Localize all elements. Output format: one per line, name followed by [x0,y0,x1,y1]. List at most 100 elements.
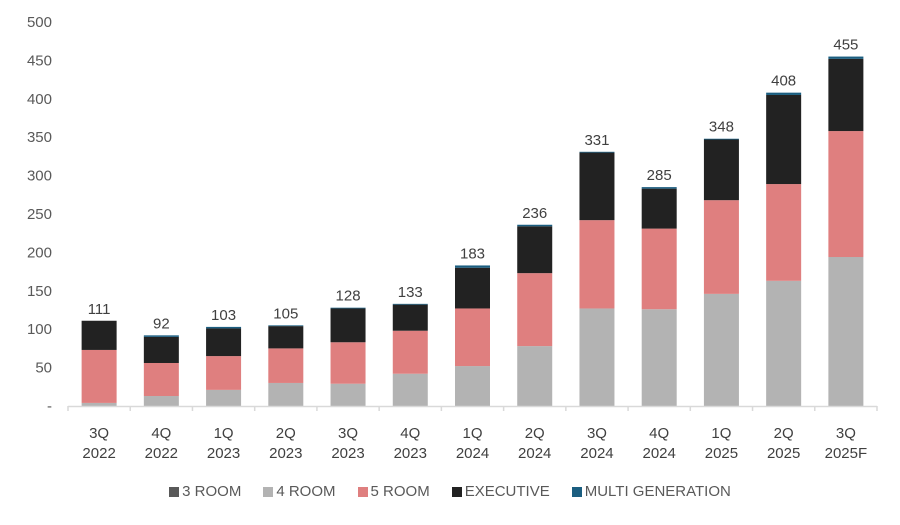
bar-segment-4-room [392,373,428,406]
bar-segment-5-room [766,184,802,281]
legend-item: 3 ROOM [169,483,241,500]
bar-segment-executive [206,328,242,357]
bar-segment-multi-generation [143,335,179,337]
total-data-label: 408 [771,73,796,90]
bar-segment-executive [392,304,428,331]
total-data-label: 285 [647,167,672,184]
y-tick-label: 450 [27,52,52,69]
x-axis: 3Q 2022 4Q 2022 1Q 2023 2Q 2023 3Q 2023 4Q 2023 1Q 20… [67,405,878,462]
bar-segment-executive [828,58,864,132]
x-tick-label: 3Q 2025F [825,425,868,462]
legend-label: 5 ROOM [370,483,430,500]
bar-segment-executive [268,326,304,349]
y-tick-label: 50 [35,360,52,377]
legend-item: 5 ROOM [357,483,430,500]
bar-segment-4-room [206,389,242,406]
legend-label: 4 ROOM [276,483,336,500]
bar-segment-executive [81,320,117,350]
legend-swatch [357,486,368,497]
bar-segment-multi-generation [703,138,739,140]
bar-segment-executive [641,188,677,229]
x-tick-label: 2Q 2024 [518,425,551,462]
bar-segment-4-room [703,293,739,406]
bar-segment-multi-generation [766,92,802,95]
y-tick-label: 300 [27,168,52,185]
x-tick-label: 1Q 2023 [207,425,240,462]
bar-segment-5-room [641,228,677,310]
x-tick-label: 3Q 2022 [82,425,115,462]
x-tick-label: 4Q 2022 [145,425,178,462]
legend-item: MULTI GENERATION [571,483,731,500]
x-tick-label: 3Q 2024 [580,425,613,462]
y-tick-label: 200 [27,244,52,261]
bar-segment-multi-generation [455,265,490,268]
legend-item: EXECUTIVE [451,483,550,500]
bar-segment-multi-generation [641,187,677,189]
bar-segment-executive [517,226,553,274]
bar-segment-multi-generation [392,303,428,305]
y-tick-label: 350 [27,129,52,146]
total-data-label: 331 [584,132,609,149]
x-tick-label: 3Q 2023 [331,425,364,462]
total-data-label: 183 [460,245,485,262]
bar-segment-5-room [828,131,864,258]
total-data-label: 92 [153,315,170,332]
x-tick-label: 2Q 2025 [767,425,800,462]
bar-segment-5-room [81,349,117,403]
bar-segment-multi-generation [268,325,304,327]
bar-segment-multi-generation [579,151,615,153]
total-data-label: 236 [522,205,547,222]
total-data-label: 105 [273,305,298,322]
legend-label: MULTI GENERATION [584,483,731,500]
bar-segment-5-room [455,308,490,367]
total-data-label: 111 [88,301,111,318]
legend-swatch [571,486,582,497]
bar-segment-4-room [579,308,615,406]
bar-segment-4-room [330,383,366,406]
y-tick-label: 250 [27,206,52,223]
x-tick-label: 2Q 2023 [269,425,302,462]
bar-segment-4-room [641,309,677,406]
x-tick-label: 1Q 2024 [456,425,489,462]
legend-item: 4 ROOM [263,483,336,500]
bar-segment-executive [766,94,802,185]
bar-segment-4-room [455,366,490,406]
bar-segment-executive [330,308,366,343]
x-tick-label: 4Q 2023 [394,425,427,462]
bar-segment-4-room [268,382,304,406]
y-tick-label: 500 [27,14,52,31]
bar-segment-4-room [143,396,179,406]
total-data-label: 133 [398,284,423,301]
bars [81,56,864,406]
y-axis: - 50 100 150 200 250 300 350 400 450 500 [27,14,52,415]
total-data-label: 455 [833,37,858,54]
bar-segment-executive [703,139,739,201]
legend-label: 3 ROOM [182,483,242,500]
bar-segment-executive [579,152,615,221]
total-data-label: 128 [336,288,361,305]
legend-swatch [263,486,274,497]
y-tick-label: 100 [27,321,52,338]
bar-segment-5-room [517,273,553,347]
bar-segment-5-room [143,362,179,397]
legend: 3 ROOM 4 ROOM 5 ROOM EXECUTIVE MULTI GENERAT… [0,483,900,500]
legend-label: EXECUTIVE [464,483,550,500]
total-labels: 111 92 103 105 128 133 183 236 331 285 348 408 455 [88,37,859,333]
bar-segment-executive [143,336,179,363]
bar-segment-multi-generation [517,224,553,227]
bar-segment-5-room [579,220,615,309]
bar-segment-multi-generation [330,307,366,309]
bar-segment-4-room [766,280,802,406]
bar-segment-5-room [206,356,242,390]
total-data-label: 348 [709,119,734,136]
bar-segment-multi-generation [828,56,864,59]
bar-segment-5-room [392,330,428,374]
bar-segment-executive [455,267,490,309]
legend-swatch [169,486,180,497]
legend-swatch [451,486,462,497]
bar-segment-4-room [81,402,117,406]
bar-segment-5-room [268,348,304,383]
y-tick-label: 400 [27,91,52,108]
bar-segment-4-room [828,257,864,406]
